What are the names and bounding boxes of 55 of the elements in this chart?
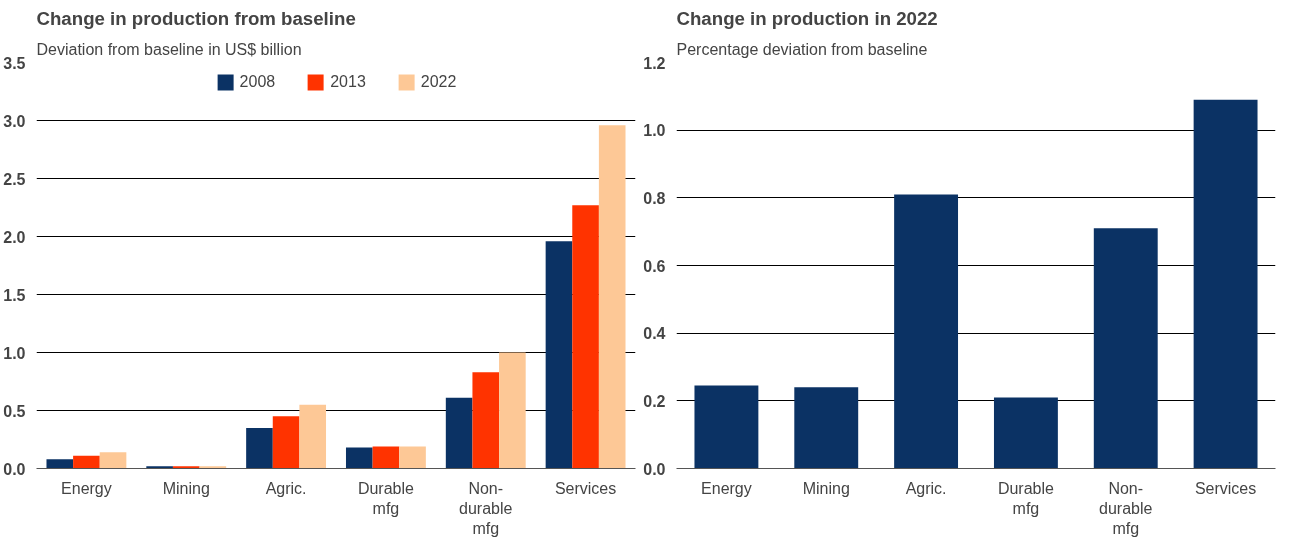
legend-label: 2008 [239,73,276,91]
x-tick-label: Non- durable mfg [459,479,513,538]
bar [794,387,859,469]
x-tick-label: Mining [802,479,850,497]
y-tick-label: 0.5 [3,402,26,420]
legend-label: 2013 [330,73,366,91]
y-tick-label: 0.8 [643,189,666,207]
chart-subtitle: Deviation from baseline in US$ billion [36,40,302,58]
y-tick-label: 0.4 [643,325,666,343]
bar [399,446,426,469]
y-tick-label: 3.5 [3,54,26,72]
bar [694,385,759,469]
bar [299,404,327,469]
y-tick-label: 1.0 [643,122,666,140]
y-tick-label: 2.5 [3,170,26,188]
x-tick-label: Agric. [905,479,947,497]
bar [894,194,959,469]
x-tick-label: Agric. [265,479,307,497]
y-tick-label: 0.6 [643,257,666,275]
x-tick-label: Services [554,479,617,497]
chart-title: Change in production in 2022 [676,7,938,29]
bar [1193,99,1258,469]
y-tick-label: 1.5 [3,286,26,304]
x-tick-label: Durable mfg [357,479,415,517]
bar [46,459,74,469]
bar [73,455,100,469]
bar [372,446,400,469]
bar [246,427,273,469]
y-tick-label: 2.0 [3,228,26,246]
y-tick-label: 0.2 [643,392,666,410]
x-tick-label: Durable mfg [997,479,1055,517]
x-tick-label: Non- durable mfg [1099,479,1153,538]
x-tick-label: Energy [701,479,752,497]
chart-subtitle: Percentage deviation from baseline [676,40,928,58]
bar [499,352,526,469]
bar [272,416,300,469]
bar [472,372,500,469]
y-tick-label: 1.2 [643,54,666,72]
bar [545,241,573,469]
bar [445,397,473,469]
bar [993,397,1058,469]
x-tick-label: Energy [61,479,112,497]
bar [572,205,599,469]
y-tick-label: 0.0 [3,460,26,478]
y-tick-label: 0.0 [643,460,666,478]
bar [345,447,373,469]
x-tick-label: Services [1194,479,1257,497]
bar [598,125,626,469]
x-tick-label: Mining [162,479,210,497]
chart-title: Change in production from baseline [36,7,356,29]
y-tick-label: 1.0 [3,344,26,362]
y-tick-label: 3.0 [3,112,26,130]
legend-label: 2022 [420,73,457,91]
bar [99,452,127,469]
bar [1093,228,1158,469]
